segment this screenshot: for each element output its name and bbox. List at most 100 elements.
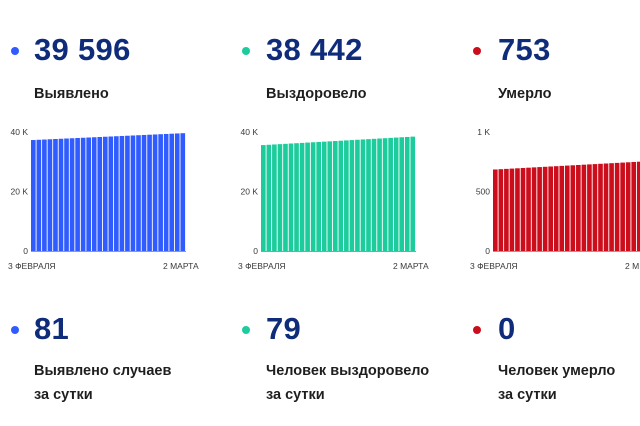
- bar: [355, 139, 360, 251]
- x-tick-label-start: 3 ФЕВРАЛЯ: [238, 261, 286, 271]
- bar: [559, 165, 565, 251]
- bar: [338, 140, 344, 251]
- deaths-daily-label-line2: за сутки: [498, 387, 557, 403]
- x-tick-label-start: 3 ФЕВРАЛЯ: [470, 261, 518, 271]
- bar: [136, 135, 141, 251]
- bar: [344, 140, 349, 251]
- bar: [86, 137, 91, 251]
- bar: [58, 138, 64, 251]
- detected-daily-value: 81: [34, 311, 70, 346]
- bar: [299, 142, 305, 251]
- bar: [119, 135, 125, 251]
- stat-column-deaths: 753 Умерло 0 500 1 K 3 ФЕВРАЛЯ 2 М 0 Человек…: [462, 0, 640, 426]
- bar: [609, 163, 614, 251]
- bar: [125, 135, 130, 251]
- bar: [504, 168, 509, 251]
- x-tick-label-end: 2 МАРТА: [393, 261, 429, 271]
- recovered-total: 38 442: [266, 32, 363, 67]
- detected-daily-label-line2: за сутки: [34, 387, 93, 403]
- bar: [526, 167, 531, 251]
- y-tick-label: 20 K: [241, 187, 259, 197]
- recovered-daily-label-line2: за сутки: [266, 387, 325, 403]
- bar: [537, 167, 542, 251]
- y-tick-label: 1 K: [477, 127, 490, 137]
- bar: [360, 139, 366, 251]
- bar: [349, 140, 355, 251]
- y-tick-label: 500: [476, 187, 490, 197]
- bar: [310, 142, 316, 251]
- bar: [620, 162, 625, 251]
- bar: [261, 145, 266, 251]
- detected-daily-label-line1: Выявлено случаев: [34, 363, 172, 379]
- bar: [102, 136, 108, 251]
- x-tick-label-start: 3 ФЕВРАЛЯ: [8, 261, 56, 271]
- bar: [564, 165, 570, 251]
- bar: [493, 169, 498, 251]
- bar: [316, 141, 321, 251]
- y-tick-label: 40 K: [11, 127, 29, 137]
- x-tick-label-end: 2 М: [625, 261, 639, 271]
- bar: [366, 139, 371, 251]
- y-tick-label: 20 K: [11, 187, 29, 197]
- bar: [592, 164, 598, 251]
- bar: [603, 163, 609, 251]
- bar: [587, 164, 592, 251]
- bar: [509, 168, 515, 251]
- stat-column-detected: 39 596 Выявлено 0 20 K 40 K 3 ФЕВРАЛЯ 2 МАРТ…: [0, 0, 213, 426]
- bar: [570, 165, 576, 251]
- recovered-daily-label-line1: Человек выздоровело: [266, 363, 430, 379]
- deaths-label: Умерло: [498, 86, 552, 102]
- recovered-chart: 0 20 K 40 K 3 ФЕВРАЛЯ 2 МАРТА: [238, 127, 429, 271]
- bar: [548, 166, 553, 251]
- recovered-daily-value: 79: [266, 311, 302, 346]
- stat-column-recovered: 38 442 Выздоровело 0 20 K 40 K 3 ФЕВРАЛЯ 2 М…: [230, 0, 443, 426]
- bar: [283, 143, 288, 251]
- bar: [163, 133, 169, 251]
- bar: [114, 136, 119, 251]
- deaths-total: 753: [498, 32, 551, 67]
- bar: [553, 166, 559, 251]
- bar: [180, 133, 186, 251]
- recovered-dot-icon: [242, 47, 250, 55]
- bar: [388, 137, 393, 251]
- bar: [75, 138, 80, 251]
- bar: [581, 164, 587, 251]
- bar: [147, 134, 152, 251]
- bar: [272, 144, 277, 251]
- bar: [294, 143, 299, 251]
- bar: [288, 143, 294, 251]
- bar: [515, 168, 520, 251]
- detected-daily-dot-icon: [11, 326, 19, 334]
- bar: [542, 166, 548, 251]
- bar: [130, 135, 136, 251]
- bar: [305, 142, 310, 251]
- bar: [598, 163, 603, 251]
- bar: [498, 169, 504, 251]
- bar: [404, 136, 410, 251]
- bar: [631, 161, 637, 251]
- bar: [169, 133, 175, 251]
- bar: [393, 137, 399, 251]
- bar: [91, 137, 97, 251]
- bar: [108, 136, 114, 251]
- bar: [520, 167, 526, 251]
- bar: [625, 162, 631, 251]
- bar: [321, 141, 327, 251]
- bar: [97, 136, 103, 251]
- detected-total: 39 596: [34, 32, 131, 67]
- bar: [636, 161, 640, 251]
- bar: [69, 138, 75, 251]
- recovered-daily-dot-icon: [242, 326, 250, 334]
- bar: [141, 134, 147, 251]
- deaths-daily-label-line1: Человек умерло: [498, 363, 616, 379]
- bar: [80, 137, 86, 251]
- y-tick-label: 0: [485, 246, 490, 256]
- bar: [53, 139, 58, 251]
- bar: [64, 138, 69, 251]
- detected-label: Выявлено: [34, 86, 109, 102]
- detected-dot-icon: [11, 47, 19, 55]
- bar: [410, 136, 416, 251]
- bar: [277, 144, 283, 251]
- bar: [36, 139, 42, 251]
- detected-chart: 0 20 K 40 K 3 ФЕВРАЛЯ 2 МАРТА: [8, 127, 199, 271]
